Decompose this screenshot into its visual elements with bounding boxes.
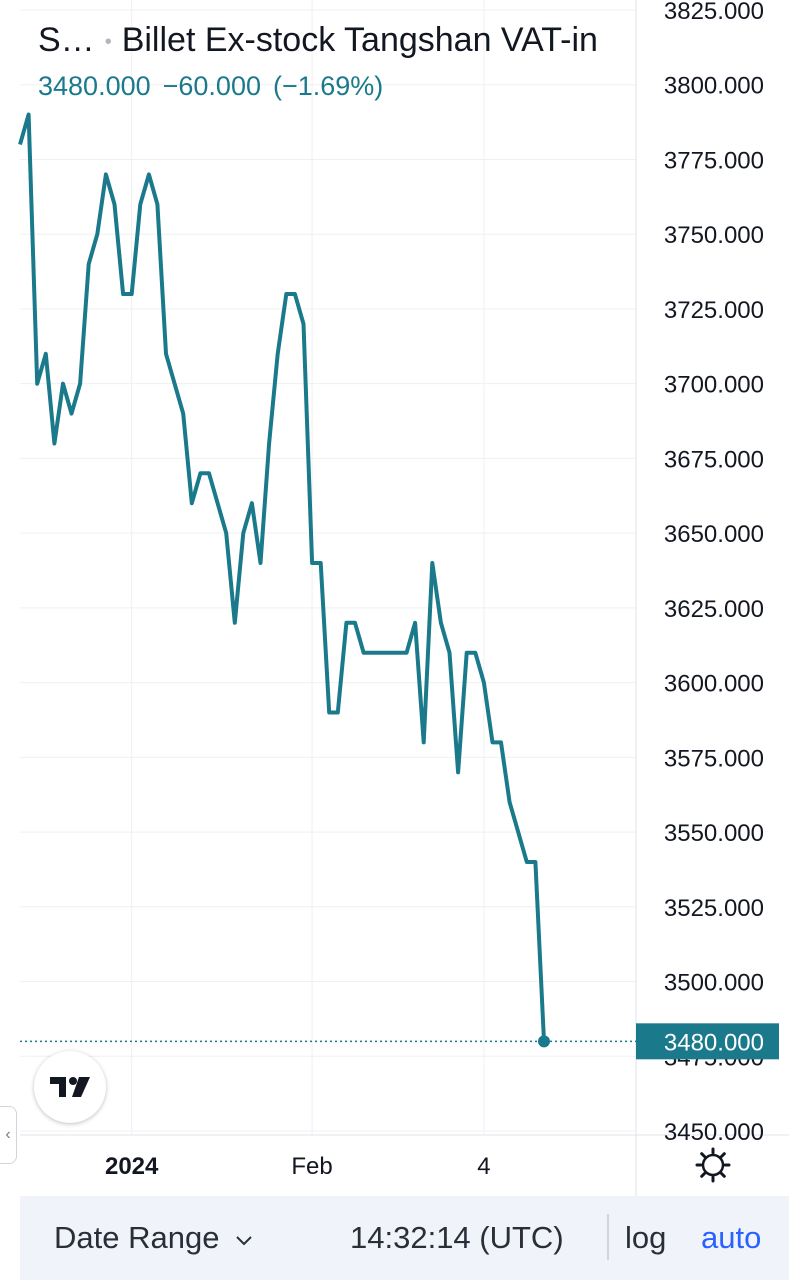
log-scale-toggle[interactable]: log (625, 1220, 667, 1255)
utc-clock[interactable]: 14:32:14 (UTC) (350, 1220, 564, 1255)
last-price: 3480.000 (38, 71, 151, 101)
last-price-layer: 3480.000 (20, 1023, 779, 1060)
time-axis[interactable]: 2024 Feb 4 (105, 1153, 491, 1180)
time-tick-label: 4 (477, 1153, 490, 1180)
gear-icon[interactable] (695, 1147, 731, 1183)
price-tick-label: 3775.000 (664, 147, 764, 174)
price-tick-label: 3500.000 (664, 970, 764, 997)
bottom-toolbar: Date Range 14:32:14 (UTC) log auto (20, 1196, 789, 1280)
date-range-label: Date Range (54, 1220, 220, 1255)
price-series-line (18, 112, 546, 1042)
price-change: −60.000 (162, 71, 261, 101)
symbol-title[interactable]: S… • Billet Ex-stock Tangshan VAT-in (38, 18, 630, 62)
symbol-name: Billet Ex-stock Tangshan VAT-in (121, 21, 598, 59)
toolbar-divider (607, 1214, 609, 1260)
price-tick-label: 3800.000 (664, 73, 764, 100)
price-tick-label: 3575.000 (664, 745, 764, 772)
price-tick-label: 3675.000 (664, 446, 764, 473)
price-tick-label: 3725.000 (664, 297, 764, 324)
quote-line: 3480.000 −60.000 (−1.69%) (38, 68, 395, 104)
price-chart[interactable]: 3825.000 3800.000 3775.000 3750.000 3725.000… (0, 0, 789, 1196)
last-price-label: 3480.000 (664, 1029, 764, 1056)
series-layer (18, 112, 546, 1042)
separator-dot: • (104, 31, 112, 54)
tradingview-logo-mark (50, 1077, 90, 1097)
price-tick-label: 3525.000 (664, 895, 764, 922)
price-tick-label: 3825.000 (664, 0, 764, 25)
price-axis[interactable]: 3825.000 3800.000 3775.000 3750.000 3725.000… (664, 0, 764, 1146)
chevron-left-icon[interactable]: ‹ (0, 1106, 17, 1164)
price-tick-label: 3450.000 (664, 1119, 764, 1146)
price-tick-label: 3700.000 (664, 372, 764, 399)
time-tick-label: 2024 (105, 1153, 159, 1180)
price-tick-label: 3750.000 (664, 222, 764, 249)
date-range-button[interactable]: Date Range (54, 1196, 254, 1280)
grid (20, 0, 636, 1135)
chevron-down-icon (236, 1236, 252, 1246)
auto-scale-toggle[interactable]: auto (701, 1220, 762, 1255)
symbol-short: S… (38, 21, 95, 59)
time-tick-label: Feb (291, 1153, 332, 1180)
last-price-point (538, 1035, 550, 1048)
price-change-percent: (−1.69%) (272, 71, 384, 101)
tradingview-logo[interactable] (34, 1051, 106, 1123)
price-tick-label: 3650.000 (664, 521, 764, 548)
last-price-label-bg (636, 1023, 779, 1060)
price-tick-label: 3550.000 (664, 820, 764, 847)
price-tick-label: 3600.000 (664, 671, 764, 698)
price-tick-label: 3625.000 (664, 596, 764, 623)
